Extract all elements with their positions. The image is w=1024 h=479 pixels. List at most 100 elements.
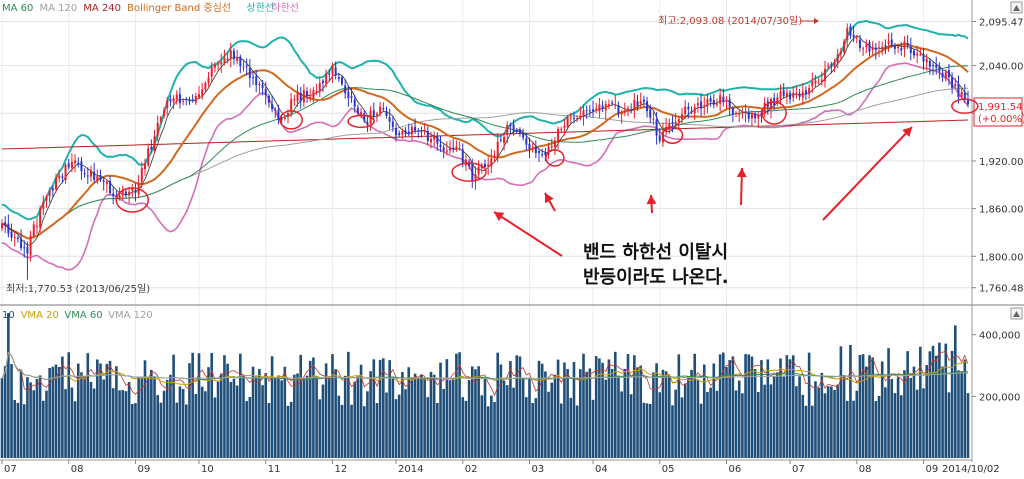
volume-bar	[219, 373, 223, 458]
volume-bar	[903, 370, 906, 458]
volume-bar	[919, 346, 922, 458]
candle-body	[121, 190, 124, 196]
volume-bar	[258, 369, 261, 458]
candle-body	[531, 146, 534, 148]
volume-bar	[305, 375, 309, 458]
candle-body	[344, 85, 347, 94]
candle-body	[617, 105, 620, 114]
volume-bar	[839, 346, 843, 458]
arrow-head-icon	[545, 193, 554, 204]
arrow-head-icon	[494, 212, 505, 222]
candle-body	[623, 110, 626, 113]
candle-body	[947, 70, 950, 78]
volume-bar	[591, 399, 595, 458]
candle-body	[967, 100, 969, 105]
x-tick-label: 11	[268, 464, 281, 475]
candle-body	[935, 64, 938, 68]
candle-body	[757, 114, 760, 119]
volume-bar	[200, 386, 204, 458]
volume-bar	[401, 372, 404, 458]
candle-body	[242, 66, 245, 68]
candle-body	[48, 190, 51, 196]
volume-bar	[525, 397, 528, 458]
volume-bar	[175, 402, 179, 458]
candle-body	[102, 180, 105, 182]
volume-bar	[741, 393, 744, 458]
candle-body	[83, 173, 86, 175]
volume-bar	[868, 355, 871, 458]
candle-body	[29, 235, 32, 256]
candle-body	[86, 175, 89, 177]
volume-bar	[350, 404, 353, 458]
volume-bar	[559, 403, 563, 458]
volume-bar	[204, 391, 207, 458]
candle-body	[58, 175, 61, 179]
candle-body	[585, 110, 588, 112]
candle-body	[827, 65, 830, 67]
volume-bar	[639, 365, 643, 458]
volume-bar	[96, 359, 99, 458]
volume-bar	[887, 348, 890, 458]
candle-body	[239, 56, 242, 67]
legend-item: VMA 60	[64, 310, 102, 321]
volume-bar	[601, 362, 604, 458]
candle-body	[744, 111, 747, 114]
volume-bar	[327, 376, 331, 458]
candle-body	[401, 131, 404, 135]
arrow-head-icon	[646, 195, 657, 205]
candle-body	[4, 222, 7, 226]
volume-bar	[194, 393, 198, 458]
candle-body	[509, 125, 512, 127]
overlay-text-line1: 밴드 하한선 이탈시	[583, 242, 728, 263]
volume-bar	[397, 394, 401, 458]
candle-body	[906, 42, 909, 46]
candle-body	[490, 158, 493, 167]
candle-body	[484, 163, 486, 168]
volume-bar	[261, 385, 264, 458]
x-tick-label: 03	[531, 464, 544, 475]
legend-item: MA 120	[40, 3, 78, 14]
candle-body	[649, 109, 652, 118]
candle-body	[217, 63, 220, 65]
volume-bar	[490, 395, 493, 458]
candle-body	[328, 73, 331, 75]
candle-body	[347, 91, 350, 99]
volume-bar	[169, 374, 172, 458]
candle-body	[684, 106, 687, 115]
candle-body	[331, 65, 334, 75]
volume-bar	[661, 369, 665, 458]
candle-body	[277, 109, 280, 120]
candle-body	[220, 61, 223, 64]
candle-body	[960, 91, 963, 97]
volume-bar	[588, 368, 592, 458]
candle-body	[607, 104, 610, 107]
volume-bar	[321, 384, 325, 458]
volume-bar	[798, 376, 801, 458]
candle-body	[611, 102, 614, 104]
candle-body	[534, 147, 537, 154]
candle-body	[528, 143, 531, 149]
candle-body	[7, 223, 10, 234]
volume-bar	[207, 367, 210, 458]
volume-bar	[165, 379, 169, 458]
candle-body	[801, 91, 804, 98]
volume-bar	[410, 377, 414, 458]
candle-body	[93, 171, 96, 180]
candle-body	[391, 121, 394, 128]
volume-bar	[121, 390, 125, 458]
volume-bar	[137, 376, 140, 458]
volume-bar	[362, 406, 366, 458]
volume-legend: 10 VMA 20 VMA 60 VMA 120	[2, 310, 153, 321]
candle-body	[309, 96, 312, 99]
candle-body	[855, 37, 858, 39]
candle-body	[248, 67, 251, 79]
candle-body	[951, 77, 954, 89]
candle-body	[957, 84, 960, 98]
volume-bar	[102, 379, 105, 458]
volume-bar	[86, 353, 90, 458]
volume-bar	[461, 397, 465, 458]
volume-bar	[235, 385, 239, 458]
candle-body	[687, 106, 690, 110]
candle-body	[798, 93, 801, 97]
